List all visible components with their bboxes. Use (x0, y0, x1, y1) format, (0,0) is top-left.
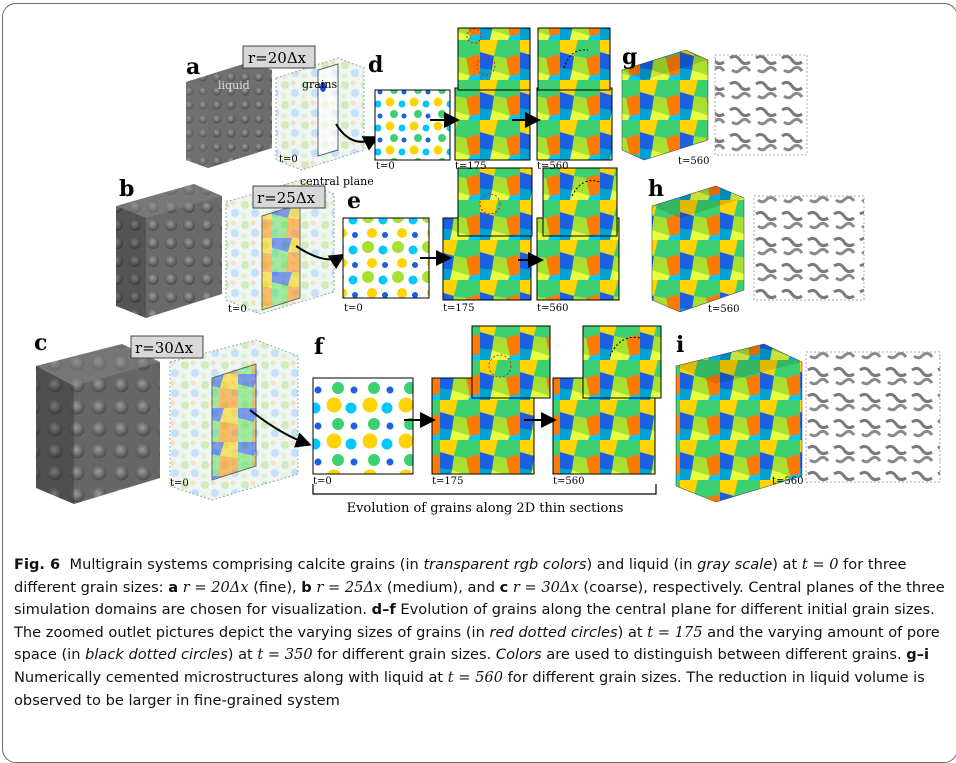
section-d-t560 (536, 87, 613, 161)
caption-math: t = 560 (447, 668, 503, 686)
time-d-175: t=175 (455, 161, 486, 172)
zoom-e-t175 (457, 167, 533, 237)
caption-text: Evolution of grains along the central pl… (14, 601, 935, 641)
caption-text: for three different grain sizes: (14, 556, 907, 596)
panel-label-c: c (34, 330, 47, 356)
zoom-f-t175 (471, 325, 551, 399)
panel-label-b: b (119, 176, 134, 202)
caption-text: Numerically cemented microstruc­tures al… (14, 668, 448, 686)
caption-math: r = 30Δx (512, 578, 579, 596)
zoom-e-t560 (542, 167, 618, 237)
caption-fig-label: Fig. 6 (14, 556, 61, 573)
radius-label-a: r=20Δx (248, 49, 307, 67)
time-a: t=0 (279, 154, 298, 165)
time-e-0: t=0 (344, 303, 363, 314)
zoom-d-t560 (537, 27, 611, 91)
cube-g-grains (621, 49, 709, 161)
caption-panel-ref: g–i (906, 646, 930, 664)
panel-label-f: f (314, 334, 325, 360)
time-f-560: t=560 (553, 476, 584, 487)
radius-label-c: r=30Δx (135, 339, 194, 357)
caption-emph: black dotted circles (85, 646, 228, 664)
cube-i-liquid (805, 351, 941, 483)
caption-math: r = 25Δx (316, 578, 383, 596)
caption-panel-ref: c (499, 578, 509, 596)
caption-math: r = 20Δx (182, 578, 249, 596)
time-c: t=0 (170, 478, 189, 489)
cube-h-grains (651, 185, 745, 313)
panel-label-i: i (676, 332, 684, 358)
time-e-560: t=560 (537, 303, 568, 314)
caption-text: are used to distinguish between differen… (541, 646, 907, 664)
annotation-liquid: liquid (218, 79, 250, 92)
cube-i-grains (675, 343, 803, 503)
caption-text: (fine), (248, 578, 302, 596)
row-fine (186, 27, 808, 171)
time-g: t=560 (678, 156, 709, 167)
time-d-0: t=0 (376, 161, 395, 172)
cube-b-liquid (116, 184, 222, 318)
caption-text: ) at (617, 623, 648, 641)
caption-emph: red dotted circles (489, 623, 618, 641)
figure-6-illustration: a b c d e f g h i r=20Δx r=25Δx r=30Δx l… (34, 27, 941, 516)
caption-text: for differ­ent grain sizes. (312, 646, 496, 664)
caption-text: ) at (227, 646, 258, 664)
caption-panel-ref: d–f (371, 601, 396, 619)
caption-text: Multigrain systems comprising calcite gr… (69, 556, 424, 573)
time-h: t=560 (708, 304, 739, 315)
annotation-central-plane: central plane (300, 175, 374, 188)
panel-label-a: a (186, 54, 200, 80)
section-f-t0 (312, 377, 414, 475)
cube-c-grains (169, 339, 299, 501)
caption-math: t = 350 (257, 646, 313, 664)
row-coarse (36, 325, 941, 504)
radius-label-b: r=25Δx (257, 189, 316, 207)
panel-label-e: e (347, 188, 361, 214)
time-i: t=560 (772, 476, 803, 487)
caption-panel-ref: b (301, 578, 312, 596)
caption-text: (medium), and (382, 578, 500, 596)
caption-text: (coarse), respectively. Central planes o… (14, 578, 945, 619)
caption-text: ) and liquid (in (586, 556, 698, 573)
caption-text: for different grain sizes. The reduction… (14, 668, 925, 709)
row-medium (116, 167, 865, 318)
figure-caption: Fig. 6 Multigrain systems comprising cal… (14, 554, 946, 712)
caption-text: ) at (772, 556, 802, 573)
cube-g-liquid (714, 54, 808, 156)
cube-c-liquid (36, 344, 160, 504)
cube-a-grains (275, 57, 365, 171)
time-e-175: t=175 (443, 303, 474, 314)
evolution-bracket (312, 484, 657, 495)
caption-emph: gray scale (697, 556, 773, 573)
caption-math: t = 0 (801, 556, 839, 573)
zoom-d-t175 (457, 27, 531, 91)
panel-label-g: g (622, 44, 637, 70)
cube-h-liquid (753, 195, 865, 301)
time-b: t=0 (228, 304, 247, 315)
annotation-grains: grains (302, 78, 337, 91)
section-d-t0 (374, 89, 451, 161)
caption-math: t = 175 (647, 623, 703, 641)
caption-panel-ref: a (168, 578, 179, 596)
time-f-0: t=0 (313, 476, 332, 487)
cube-a-liquid (186, 62, 272, 168)
section-d-t175 (454, 87, 531, 161)
caption-emph: Colors (495, 646, 542, 664)
time-f-175: t=175 (432, 476, 463, 487)
section-e-t0 (342, 217, 430, 299)
zoom-f-t560 (582, 325, 662, 399)
panel-label-h: h (648, 176, 664, 202)
caption-emph: transparent rgb colors (423, 556, 587, 573)
panel-label-d: d (368, 52, 383, 78)
bracket-label: Evolution of grains along 2D thin sectio… (347, 501, 624, 516)
time-d-560: t=560 (537, 161, 568, 172)
caption-text: and the varying amount of pore space (in (14, 623, 940, 664)
cube-b-grains (225, 179, 335, 315)
